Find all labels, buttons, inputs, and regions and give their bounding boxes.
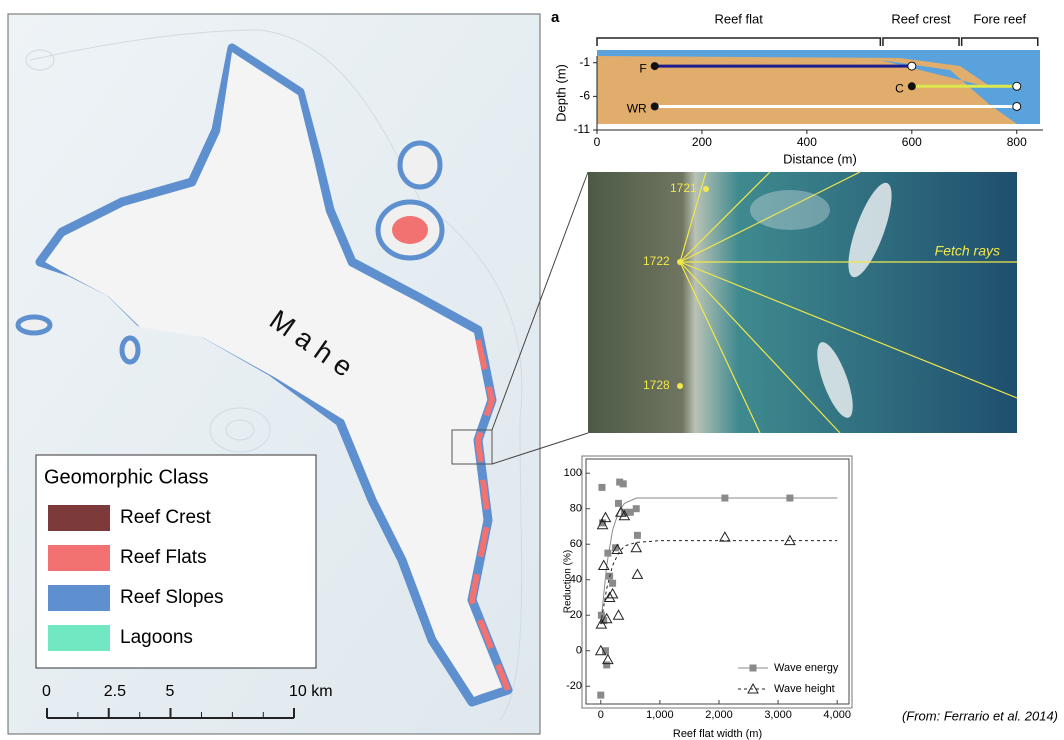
transect-label: C: [895, 81, 904, 95]
point: [633, 505, 640, 512]
transect-end: [1013, 82, 1021, 90]
legend-label: Reef Slopes: [120, 587, 224, 608]
zone-bracket: [962, 38, 1038, 46]
transect-label: WR: [627, 102, 647, 116]
transect-start: [908, 82, 916, 90]
legend-title: Geomorphic Class: [44, 466, 209, 488]
point: [786, 495, 793, 502]
zone-label: Reef flat: [714, 11, 763, 26]
x-tick-label: 600: [902, 135, 922, 149]
station-label: 1728: [643, 378, 670, 392]
source: (From: Ferrario et al. 2014): [902, 708, 1058, 723]
y-tick-label: 60: [570, 538, 582, 550]
point: [634, 532, 641, 539]
point: [604, 550, 611, 557]
scale-label: 2.5: [104, 683, 126, 700]
panel-label: a: [551, 9, 560, 26]
x-axis-label: Distance (m): [783, 151, 857, 166]
legend-swatch: [48, 585, 110, 611]
point: [598, 484, 605, 491]
legend-label: Wave energy: [774, 662, 839, 674]
x-tick-label: 200: [692, 135, 712, 149]
x-tick-label: 800: [1007, 135, 1027, 149]
x-tick-label: 0: [594, 135, 601, 149]
legend-marker: [750, 665, 757, 672]
legend-label: Reef Crest: [120, 507, 212, 528]
figure: M a h e Geomorphic Class Reef CrestReef …: [0, 0, 1064, 740]
x-tick-label: 0: [598, 709, 604, 721]
zone-bracket: [597, 38, 880, 46]
point: [620, 480, 627, 487]
zone-label: Reef crest: [891, 11, 951, 26]
x-tick-label: 1,000: [646, 709, 674, 721]
station-label: 1721: [670, 181, 697, 195]
legend-label: Lagoons: [120, 627, 193, 648]
zone-label: Fore reef: [973, 11, 1026, 26]
rays-label: Fetch rays: [935, 243, 1000, 259]
y-axis-label: Reduction (%): [563, 550, 574, 613]
y-axis-label: Depth (m): [553, 64, 568, 122]
x-tick-label: 2,000: [705, 709, 733, 721]
scale-label: 0: [42, 683, 51, 700]
x-tick-label: 3,000: [764, 709, 792, 721]
point: [609, 580, 616, 587]
x-tick-label: 4,000: [823, 709, 851, 721]
legend-label: Reef Flats: [120, 547, 207, 568]
scale-label: 10 km: [289, 683, 333, 700]
y-tick-label: -11: [574, 122, 591, 136]
scale-label: 5: [166, 683, 175, 700]
y-tick-label: -20: [566, 680, 582, 692]
point: [721, 495, 728, 502]
y-tick-label: 0: [576, 645, 582, 657]
legend-swatch: [48, 505, 110, 531]
y-tick-label: -6: [579, 89, 590, 103]
x-axis-label: Reef flat width (m): [673, 728, 762, 740]
y-tick-label: 100: [564, 467, 582, 479]
cross-section: 0 200 400 600 800 -1 -6 -11 Distance (m) Depth (m…: [553, 11, 1043, 166]
zone-bracket: [883, 38, 959, 46]
station-label: 1722: [643, 254, 670, 268]
x-tick-label: 400: [797, 135, 817, 149]
transect-end: [908, 62, 916, 70]
y-tick-label: 80: [570, 503, 582, 515]
transect-start: [651, 62, 659, 70]
legend-swatch: [48, 625, 110, 651]
legend-label: Wave height: [774, 683, 835, 695]
point: [615, 500, 622, 507]
islet-flats: [392, 216, 428, 244]
point: [597, 692, 604, 699]
transect-end: [1013, 102, 1021, 110]
y-tick-label: -1: [579, 55, 590, 69]
transect-start: [651, 102, 659, 110]
transect-label: F: [639, 61, 646, 75]
legend-swatch: [48, 545, 110, 571]
point: [603, 661, 610, 668]
